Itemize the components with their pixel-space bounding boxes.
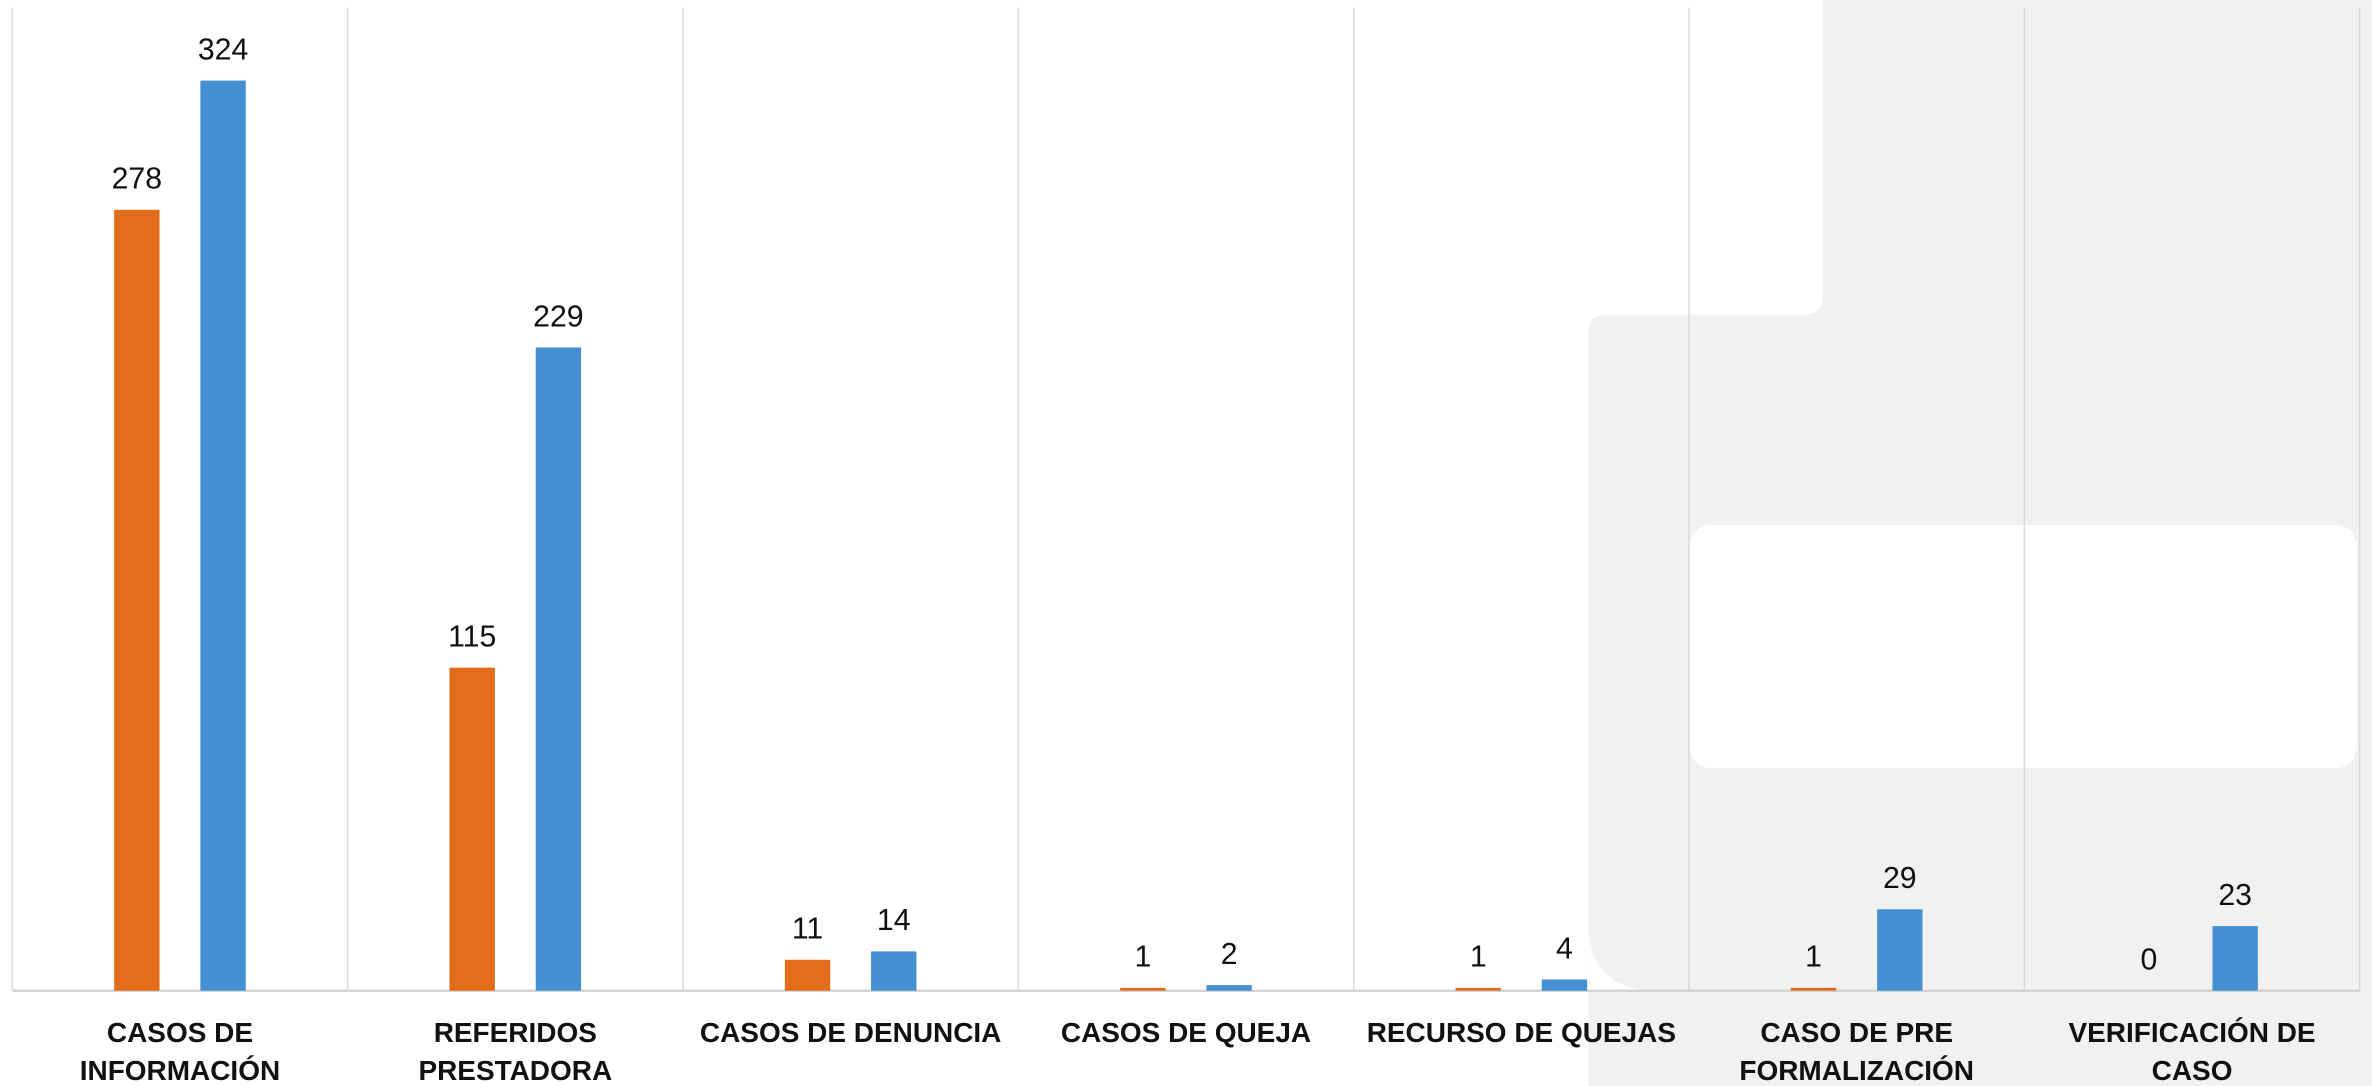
data-label: 11 — [792, 913, 823, 946]
bar — [449, 667, 495, 991]
data-label: 1 — [1805, 941, 1822, 974]
data-label: 1 — [1134, 941, 1151, 974]
bar — [1455, 987, 1501, 991]
bar — [784, 959, 831, 991]
bar — [1120, 987, 1166, 991]
data-label: 278 — [112, 163, 162, 196]
bar — [2212, 926, 2258, 991]
data-label: 29 — [1883, 862, 1917, 895]
x-tick-label: VERIFICACIÓN DE CASO — [2069, 1017, 2316, 1086]
bar — [200, 80, 246, 991]
x-tick-label: CASOS DE INFORMACIÓN — [80, 1017, 280, 1086]
x-tick-label: CASO DE PRE FORMALIZACIÓN — [1739, 1017, 1974, 1086]
x-tick-label: REFERIDOS PRESTADORA — [418, 1017, 612, 1086]
x-tick-label: RECURSO DE QUEJAS — [1367, 1017, 1676, 1048]
x-tick-label: CASOS DE DENUNCIA — [700, 1017, 1001, 1048]
data-label: 115 — [448, 621, 496, 654]
bar — [1206, 985, 1252, 991]
data-label: 4 — [1556, 932, 1573, 965]
bar — [1877, 909, 1923, 991]
x-tick-label: CASOS DE QUEJA — [1061, 1017, 1311, 1048]
background-corner — [1588, 922, 1664, 993]
data-label: 324 — [198, 33, 248, 66]
bar — [1790, 987, 1837, 991]
bar — [871, 951, 917, 991]
data-label: 2 — [1221, 938, 1238, 971]
bar — [1541, 979, 1588, 991]
background-card — [1689, 524, 2357, 769]
data-label: 1 — [1470, 941, 1487, 974]
bar — [114, 209, 160, 991]
data-label: 14 — [877, 904, 911, 937]
data-label: 23 — [2218, 879, 2252, 912]
data-label: 229 — [533, 300, 583, 333]
bar — [535, 347, 582, 991]
data-label: 0 — [2141, 944, 2158, 977]
